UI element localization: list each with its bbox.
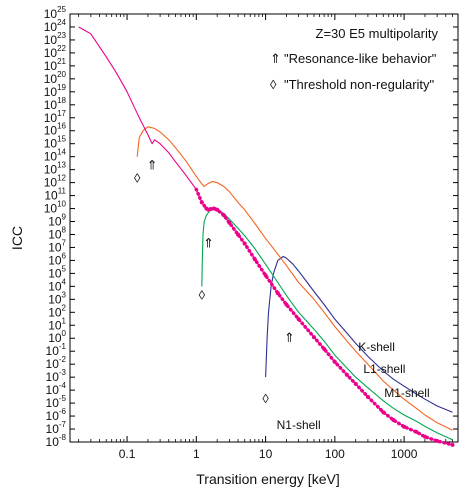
y-tick-label: 1024 <box>44 18 67 34</box>
n1-data-point <box>414 429 419 434</box>
threshold-diamond-marker: ◊ <box>199 287 206 302</box>
marker-layer: ⇑ ⇑ ⇑ ◊ ◊ ◊ <box>134 158 295 406</box>
shell-label: K-shell <box>358 340 395 354</box>
threshold-diamond-marker: ◊ <box>134 171 141 186</box>
y-tick-label: 1014 <box>44 148 67 164</box>
y-tick-label: 10-3 <box>46 368 67 384</box>
y-tick-label: 109 <box>48 213 66 229</box>
y-tick-label: 1010 <box>44 200 67 216</box>
n1-data-point <box>284 302 289 307</box>
shell-label: L1-shell <box>363 362 405 376</box>
n1-data-point <box>221 213 226 218</box>
y-tick-label: 10-8 <box>46 433 67 449</box>
resonance-arrow-marker: ⇑ <box>147 158 158 173</box>
y-tick-label: 100 <box>48 329 66 345</box>
legend-symbol-threshold: ◊ <box>270 77 277 92</box>
n1-data-point <box>199 200 204 205</box>
y-tick-label: 1020 <box>44 70 67 86</box>
y-tick-label: 1019 <box>44 83 67 99</box>
y-tick-label: 1021 <box>44 57 67 73</box>
plot-frame <box>69 13 459 443</box>
n1-data-point <box>332 359 337 364</box>
resonance-arrow-marker: ⇑ <box>284 330 295 345</box>
x-tick-label: 10 <box>259 447 273 461</box>
y-tick-label: 10-2 <box>46 355 67 371</box>
x-tick-label: 0.1 <box>119 447 136 461</box>
y-tick-label: 104 <box>48 277 66 293</box>
legend: ⇑ "Resonance-like behavior" ◊ "Threshold… <box>270 51 437 92</box>
y-tick-label: 10-1 <box>46 342 67 358</box>
label-layer: K-shell L1-shell M1-shell N1-shell <box>277 340 430 432</box>
y-tick-label: 10-5 <box>46 394 67 410</box>
n1-data-point <box>312 335 316 340</box>
n1-data-point <box>365 394 370 399</box>
series-layer <box>78 26 455 447</box>
legend-text-resonance: "Resonance-like behavior" <box>284 51 437 66</box>
shell-label: M1-shell <box>384 386 429 400</box>
y-tick-label: 106 <box>48 251 66 267</box>
x-tick-label: 1 <box>193 447 200 461</box>
n1-data-point <box>212 206 216 211</box>
y-tick-label: 1023 <box>44 31 67 47</box>
x-tick-label: 100 <box>325 447 345 461</box>
y-axis-title: ICC <box>9 226 25 250</box>
y-tick-label: 10-6 <box>46 407 67 423</box>
y-tick-label: 1017 <box>44 109 67 125</box>
axes-layer: 0.1 1 10 100 100010-810-710-610-510-410-310-… <box>44 5 459 461</box>
y-tick-label: 1018 <box>44 96 67 112</box>
y-tick-label: 1012 <box>44 174 67 190</box>
y-tick-label: 1011 <box>44 187 66 203</box>
y-tick-label: 1025 <box>44 5 67 21</box>
n1-data-point <box>450 442 455 447</box>
y-tick-label: 1016 <box>44 122 67 138</box>
y-tick-label: 103 <box>48 290 66 306</box>
y-tick-label: 10-4 <box>46 381 67 397</box>
n1-data-point <box>423 434 427 439</box>
y-tick-label: 1013 <box>44 161 67 177</box>
n1-data-point <box>402 424 407 429</box>
legend-text-threshold: "Threshold non-regularity" <box>284 77 435 92</box>
x-axis-title: Transition energy [keV] <box>196 471 339 487</box>
n1-data-point <box>391 418 396 422</box>
y-tick-label: 102 <box>48 303 66 319</box>
n1-data-point <box>275 291 280 296</box>
n1-data-point <box>353 381 358 386</box>
y-tick-label: 101 <box>48 316 66 332</box>
chart-title: Z=30 E5 multipolarity <box>316 26 439 41</box>
n1-data-point <box>227 220 232 225</box>
legend-symbol-resonance: ⇑ <box>270 51 281 66</box>
y-tick-label: 1022 <box>44 44 67 60</box>
n1-data-point <box>345 372 349 377</box>
series-line-m1-shell <box>136 126 453 431</box>
y-tick-label: 108 <box>48 225 66 241</box>
shell-label: N1-shell <box>277 418 321 432</box>
n1-data-point <box>242 241 247 246</box>
threshold-diamond-marker: ◊ <box>262 391 269 406</box>
n1-data-point <box>381 410 386 415</box>
y-tick-label: 1015 <box>44 135 67 151</box>
x-tick-label: 1000 <box>391 447 418 461</box>
y-tick-label: 10-7 <box>46 420 67 436</box>
n1-data-point <box>322 346 327 351</box>
n1-data-point <box>296 317 301 322</box>
n1-data-point <box>236 232 240 237</box>
n1-data-point <box>252 257 257 262</box>
n1-data-point <box>215 207 220 212</box>
resonance-arrow-marker: ⇑ <box>203 235 214 250</box>
y-tick-label: 107 <box>48 238 66 254</box>
n1-data-point <box>208 207 213 212</box>
y-tick-label: 105 <box>48 264 66 280</box>
n1-data-point <box>435 439 440 443</box>
n1-data-point <box>263 273 268 278</box>
